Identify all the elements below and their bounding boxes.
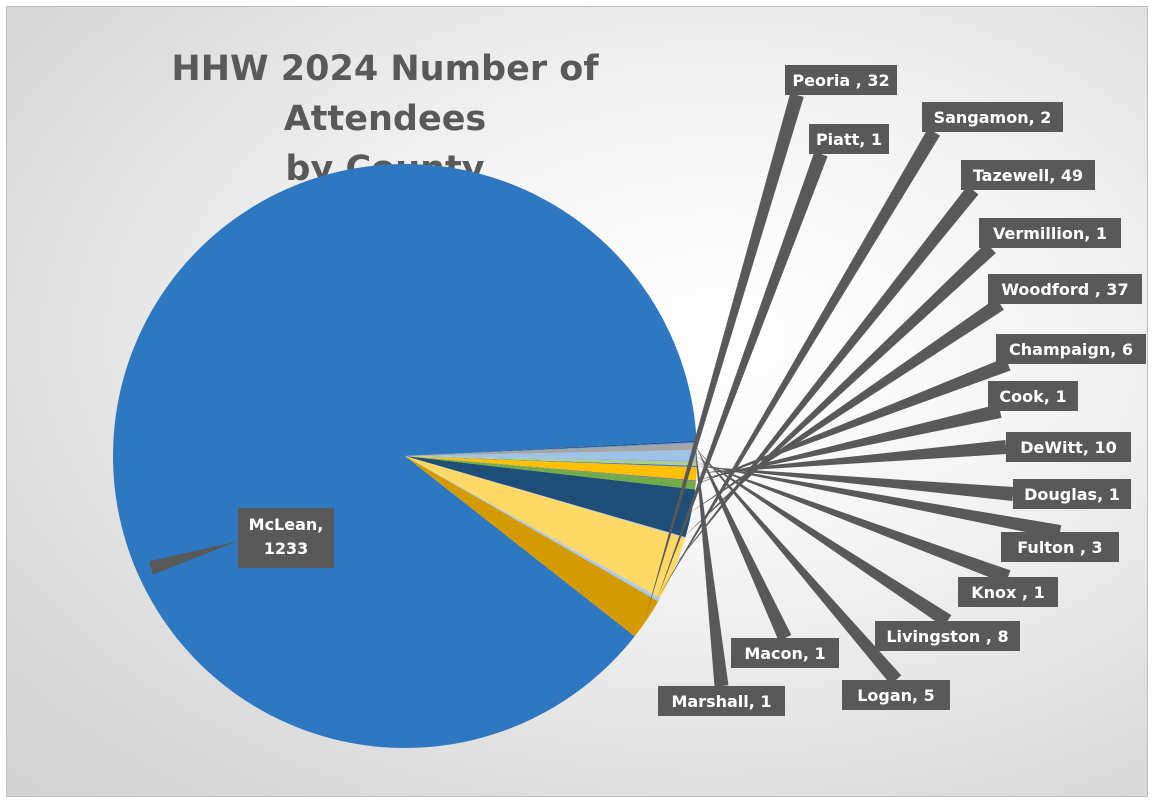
data-label-champaign: Champaign, 6	[996, 334, 1146, 364]
leader-line-dewitt	[694, 440, 1007, 474]
data-label-box	[1013, 479, 1131, 509]
data-label-text: Woodford , 37	[1001, 280, 1128, 299]
data-label-fulton: Fulton , 3	[1001, 532, 1119, 562]
data-label-vermillion: Vermillion, 1	[979, 218, 1121, 248]
data-label-box	[961, 160, 1095, 190]
data-label-box	[922, 102, 1063, 132]
leader-line-marshall	[694, 441, 729, 687]
data-label-knox: Knox , 1	[958, 577, 1058, 607]
data-label-text: Douglas, 1	[1024, 485, 1120, 504]
slice-piatt	[405, 456, 659, 602]
data-label-box	[731, 638, 839, 668]
data-label-text: Marshall, 1	[671, 692, 771, 711]
data-label-text: Piatt, 1	[816, 130, 882, 149]
leader-line-champaign	[693, 357, 1011, 486]
data-label-box	[979, 218, 1121, 248]
leader-line-livingston	[694, 455, 952, 627]
slice-douglas	[405, 456, 697, 468]
data-label-logan: Logan, 5	[842, 680, 950, 710]
data-label-box	[988, 274, 1142, 304]
slice-mclean	[112, 163, 697, 748]
data-labels: McLean, 1233 Peoria , 32 Piatt, 1 Sangamon, …	[238, 65, 1146, 716]
data-label-text: Knox , 1	[971, 583, 1044, 602]
data-label-peoria: Peoria , 32	[785, 65, 897, 95]
data-label-tazewell: Tazewell, 49	[961, 160, 1095, 190]
leader-line-logan	[694, 446, 902, 685]
slice-fulton	[405, 456, 697, 466]
slice-marshall	[405, 440, 697, 456]
data-label-box	[238, 508, 334, 568]
data-label-box	[1001, 532, 1119, 562]
slice-cook	[405, 456, 696, 482]
leader-line-sangamon	[657, 128, 941, 599]
data-label-text: Peoria , 32	[792, 71, 889, 90]
slice-peoria	[405, 456, 659, 637]
data-label-text: McLean,	[249, 515, 324, 534]
data-label-cook: Cook, 1	[988, 381, 1078, 411]
slice-dewitt	[405, 456, 697, 481]
chart-title-line-1: HHW 2024 Number of Attendees	[171, 49, 599, 139]
leader-line-mclean	[148, 541, 238, 575]
data-label-text: Tazewell, 49	[973, 166, 1083, 185]
slice-macon	[405, 442, 697, 456]
slice-sangamon	[405, 456, 661, 601]
data-label-box	[658, 686, 785, 716]
data-label-text: 1233	[264, 539, 309, 558]
leader-line-fulton	[694, 463, 1062, 539]
data-label-box	[988, 381, 1078, 411]
leader-line-woodford	[689, 298, 1004, 514]
data-label-text: Logan, 5	[857, 686, 935, 705]
leader-line-peoria	[645, 93, 804, 619]
slice-woodford	[405, 456, 696, 538]
slice-knox	[405, 456, 697, 462]
data-label-box	[809, 124, 889, 154]
leader-line-knox	[694, 461, 1011, 584]
data-label-macon: Macon, 1	[731, 638, 839, 668]
data-label-livingston: Livingston , 8	[875, 621, 1020, 651]
data-label-box	[996, 334, 1146, 364]
data-label-douglas: Douglas, 1	[1013, 479, 1131, 509]
slice-livingston	[405, 449, 697, 461]
data-label-text: Vermillion, 1	[993, 224, 1107, 243]
data-label-box	[842, 680, 950, 710]
data-label-text: Livingston , 8	[886, 627, 1008, 646]
leader-lines	[148, 93, 1062, 687]
data-label-text: Champaign, 6	[1009, 340, 1133, 359]
slice-vermillion	[405, 456, 686, 539]
data-label-box	[1006, 432, 1131, 462]
data-label-box	[875, 621, 1020, 651]
data-label-box	[958, 577, 1058, 607]
data-label-text: Fulton , 3	[1017, 538, 1102, 557]
slice-champaign	[405, 456, 696, 490]
leader-line-douglas	[694, 466, 1014, 501]
leader-line-macon	[694, 442, 792, 641]
slice-logan	[405, 443, 697, 456]
data-label-marshall: Marshall, 1	[658, 686, 785, 716]
pie-slices	[112, 163, 697, 748]
data-label-text: Sangamon, 2	[934, 108, 1052, 127]
data-label-piatt: Piatt, 1	[809, 124, 889, 154]
leader-line-cook	[693, 404, 1002, 481]
data-label-dewitt: DeWitt, 10	[1006, 432, 1131, 462]
data-label-text: Macon, 1	[744, 644, 825, 663]
data-label-sangamon: Sangamon, 2	[922, 102, 1063, 132]
data-label-box	[785, 65, 897, 95]
data-label-woodford: Woodford , 37	[988, 274, 1142, 304]
data-label-text: DeWitt, 10	[1020, 438, 1116, 457]
data-label-mclean: McLean, 1233	[238, 508, 334, 568]
slice-tazewell	[405, 456, 686, 598]
data-label-text: Cook, 1	[999, 387, 1066, 406]
